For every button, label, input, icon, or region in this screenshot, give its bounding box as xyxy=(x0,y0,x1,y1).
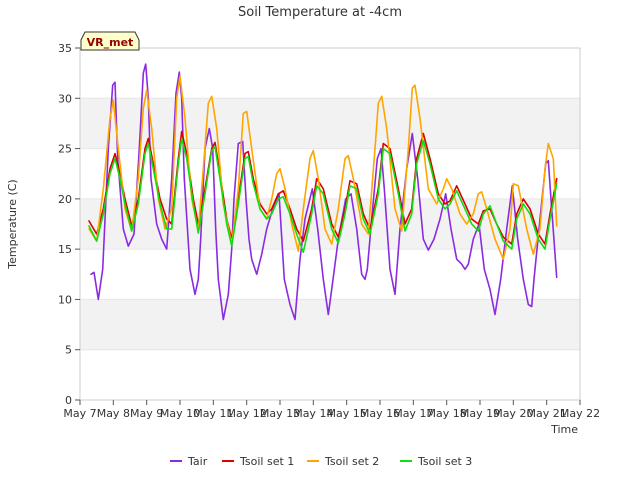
legend-label: Tsoil set 3 xyxy=(417,455,472,468)
annotation-box: VR_met xyxy=(80,31,140,51)
y-tick-label: 10 xyxy=(58,293,72,306)
y-axis-label: Temperature (C) xyxy=(6,179,19,269)
legend-label: Tsoil set 2 xyxy=(324,455,379,468)
series-line-tsoil-set-3 xyxy=(88,137,558,253)
y-tick-label: 5 xyxy=(65,344,72,357)
x-tick-label: May 19 xyxy=(460,407,500,420)
x-tick-label: May 21 xyxy=(527,407,567,420)
x-tick-label: May 17 xyxy=(393,407,433,420)
y-axis: 0 5 10 15 20 25 30 35 xyxy=(58,42,80,407)
x-tick-label: May 7 xyxy=(63,407,96,420)
x-tick-label: May 12 xyxy=(227,407,267,420)
y-tick-label: 30 xyxy=(58,92,72,105)
chart-title: Soil Temperature at -4cm xyxy=(238,5,402,20)
x-tick-label: May 8 xyxy=(97,407,130,420)
y-tick-label: 0 xyxy=(65,394,72,407)
legend-label: Tair xyxy=(187,455,208,468)
y-tick-label: 20 xyxy=(58,193,72,206)
x-tick-label: May 20 xyxy=(493,407,533,420)
legend: Tair Tsoil set 1 Tsoil set 2 Tsoil set 3 xyxy=(170,455,472,468)
x-tick-label: May 11 xyxy=(193,407,233,420)
x-tick-label: May 14 xyxy=(293,407,333,420)
x-tick-label: May 18 xyxy=(427,407,467,420)
series-lines xyxy=(88,63,558,321)
grid-band xyxy=(80,98,580,149)
series-line-tsoil-set-2 xyxy=(88,75,558,261)
annotation-label: VR_met xyxy=(87,36,134,49)
x-tick-label: May 9 xyxy=(130,407,163,420)
series-line-tsoil-set-1 xyxy=(88,130,558,245)
legend-label: Tsoil set 1 xyxy=(239,455,294,468)
x-tick-label: May 13 xyxy=(260,407,300,420)
x-tick-label: May 22 xyxy=(560,407,600,420)
x-tick-label: May 16 xyxy=(360,407,400,420)
x-axis-label: Time xyxy=(550,423,578,436)
y-tick-label: 35 xyxy=(58,42,72,55)
plot-frame xyxy=(79,47,581,401)
x-tick-label: May 15 xyxy=(327,407,367,420)
y-tick-label: 25 xyxy=(58,143,72,156)
x-tick-label: May 10 xyxy=(160,407,200,420)
y-tick-label: 15 xyxy=(58,243,72,256)
